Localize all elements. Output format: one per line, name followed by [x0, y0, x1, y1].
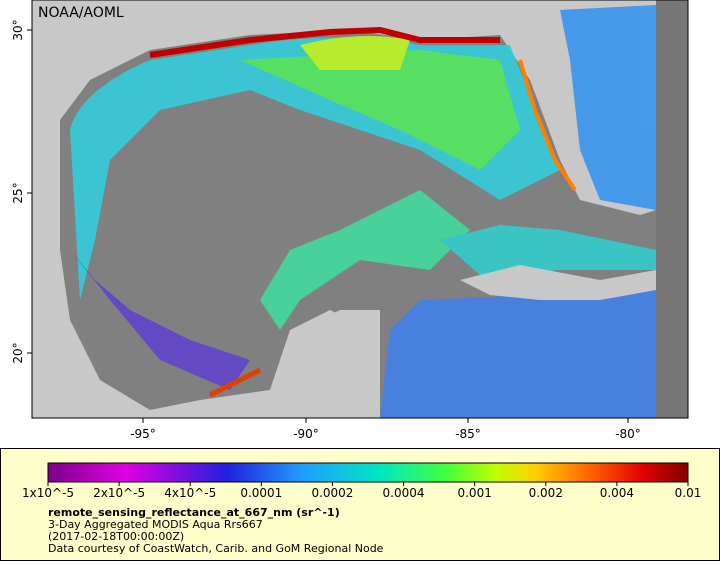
credit-box: [32, 0, 132, 22]
color-bar-label: 0.0001: [240, 486, 282, 500]
cuba: [460, 265, 656, 300]
x-tick-label: -80°: [615, 427, 641, 441]
y-tick-label: 25°: [11, 182, 25, 203]
time: (2017-02-18T00:00:00Z): [48, 530, 184, 543]
x-tick-label: -90°: [293, 427, 319, 441]
reflectance-field: [70, 5, 656, 418]
coastal-high: [208, 367, 262, 398]
x-tick-label: -95°: [130, 427, 156, 441]
plot-frame: [31, 0, 689, 419]
variable: remote_sensing_reflectance_at_667_nm (sr…: [48, 506, 340, 519]
color-bar-label: 0.0002: [311, 486, 353, 500]
coastal-high: [149, 26, 500, 58]
color-bar-label: 0.004: [600, 486, 634, 500]
no-data-strip: [656, 0, 688, 418]
color-bar-label: 4x10^-5: [164, 486, 216, 500]
color-bar-label: 1x10^-5: [22, 486, 74, 500]
map-area: NOAA/AOML: [32, 0, 688, 418]
description: 3-Day Aggregated MODIS Aqua Rrs667: [48, 518, 263, 531]
color-bar: [47, 462, 689, 483]
color-bar-label: 2x10^-5: [93, 486, 145, 500]
coastal-high: [518, 59, 577, 192]
color-bar-label: 0.0004: [383, 486, 425, 500]
credit: NOAA/AOML: [38, 5, 124, 21]
color-bar-label: 0.001: [457, 486, 491, 500]
color-bar-label: 0.01: [675, 486, 702, 500]
x-tick-label: -85°: [455, 427, 481, 441]
color-bar-label: 0.002: [529, 486, 563, 500]
yucatan: [300, 310, 380, 418]
y-tick-label: 30°: [11, 19, 25, 40]
source: Data courtesy of CoastWatch, Carib. and …: [48, 542, 384, 555]
y-tick-label: 20°: [11, 342, 25, 363]
